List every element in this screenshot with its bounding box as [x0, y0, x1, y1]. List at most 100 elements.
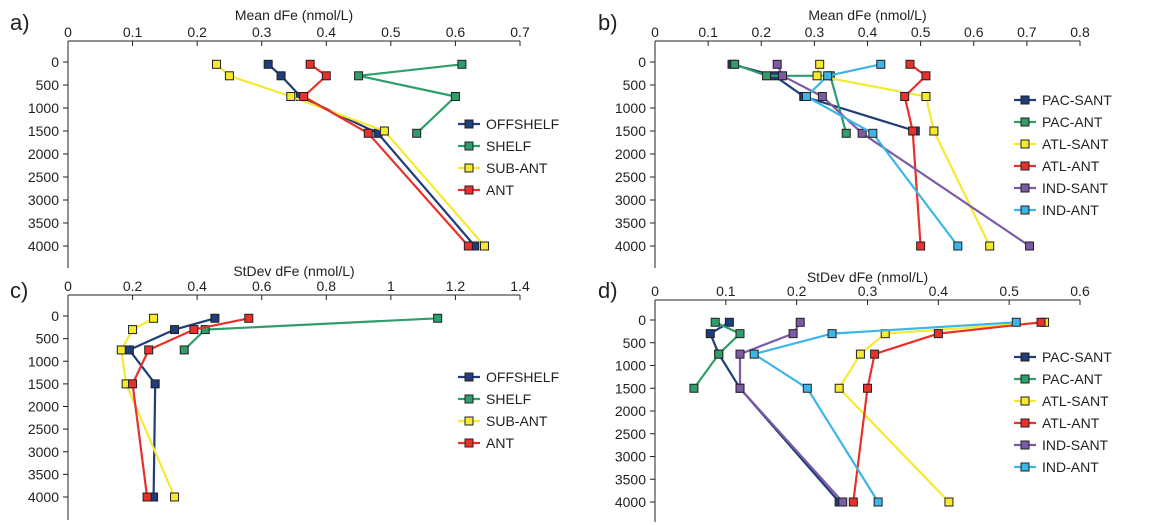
data-point — [450, 92, 460, 101]
legend-item: IND-SANT — [1014, 437, 1109, 453]
data-point — [263, 59, 273, 69]
legend-label: PAC-ANT — [1042, 371, 1103, 387]
legend-swatch-marker — [464, 394, 474, 404]
data-point — [457, 59, 467, 69]
legend-label: ANT — [486, 435, 514, 451]
legend-label: SHELF — [486, 138, 531, 154]
data-point — [933, 329, 943, 339]
series-line — [357, 63, 463, 135]
data-point — [710, 317, 720, 327]
legend-label: ATL-SANT — [1042, 393, 1109, 409]
data-point — [863, 383, 872, 393]
legend: PAC-SANT PAC-ANT ATL-SANT ATL-ANT IND-SANT IN… — [1014, 349, 1112, 475]
legend-swatch-marker — [464, 119, 474, 129]
x-tick-label: 0 — [651, 283, 659, 299]
legend-label: IND-ANT — [1042, 202, 1099, 218]
legend-label: OFFSHELF — [486, 369, 559, 385]
legend-swatch-marker — [1020, 374, 1030, 384]
x-tick-label: 0.3 — [252, 24, 272, 40]
data-point — [812, 71, 822, 81]
data-point — [433, 313, 443, 323]
data-point — [876, 59, 886, 69]
series-ind-ant — [801, 59, 963, 251]
legend-item: PAC-ANT — [1014, 114, 1103, 130]
data-point — [778, 71, 787, 81]
legend-item: SHELF — [458, 138, 531, 154]
data-point — [735, 349, 745, 359]
data-point — [244, 313, 254, 323]
data-point — [412, 128, 422, 138]
x-tick-label: 0.5 — [911, 24, 931, 40]
y-tick-label: 2000 — [28, 399, 59, 415]
y-tick-label: 4000 — [28, 489, 59, 505]
data-point — [857, 128, 867, 138]
x-tick-label: 1 — [387, 278, 395, 294]
series-shelf — [354, 59, 467, 138]
legend-item: IND-SANT — [1014, 180, 1109, 196]
data-point — [299, 92, 309, 101]
y-tick-label: 0 — [51, 308, 59, 324]
series-line — [734, 63, 848, 134]
x-tick-label: 0.5 — [999, 283, 1019, 299]
legend-swatch-marker — [1020, 396, 1030, 406]
data-point — [189, 325, 199, 335]
data-point — [170, 492, 180, 502]
x-tick-label: 0.4 — [187, 278, 207, 294]
legend-swatch-marker — [464, 163, 474, 173]
data-point — [908, 126, 918, 136]
x-tick-label: 0.6 — [252, 278, 272, 294]
data-point — [953, 241, 963, 251]
series-sub-ant — [116, 313, 180, 502]
data-point — [286, 92, 296, 101]
y-tick-label: 3500 — [615, 215, 646, 231]
data-point — [363, 128, 373, 138]
x-tick-label: 0.2 — [787, 283, 807, 299]
x-tick-label: 0.1 — [698, 24, 718, 40]
legend-item: OFFSHELF — [458, 116, 559, 132]
legend-label: ATL-SANT — [1042, 136, 1109, 152]
legend-label: PAC-SANT — [1042, 92, 1112, 108]
series-line — [903, 63, 928, 247]
x-tick-label: 0.8 — [1070, 24, 1090, 40]
data-point — [921, 92, 931, 101]
legend-item: SUB-ANT — [458, 160, 548, 176]
data-point — [848, 497, 858, 507]
legend-swatch-marker — [1020, 440, 1030, 450]
x-tick-label: 0.6 — [964, 24, 984, 40]
legend-label: IND-SANT — [1042, 180, 1109, 196]
series-line — [693, 321, 742, 389]
data-point — [150, 379, 160, 389]
y-tick-label: 1000 — [28, 353, 59, 369]
y-tick-label: 3500 — [615, 471, 646, 487]
data-point — [463, 241, 473, 251]
series-ind-sant — [772, 59, 1035, 251]
legend-item: ATL-SANT — [1014, 136, 1109, 152]
data-point — [944, 497, 954, 507]
legend-label: ANT — [486, 182, 514, 198]
legend-swatch-marker — [1020, 117, 1030, 127]
y-tick-label: 3000 — [615, 192, 646, 208]
legend-swatch-marker — [464, 372, 474, 382]
y-tick-label: 2000 — [28, 146, 59, 162]
x-axis-title: Mean dFe (nmol/L) — [808, 7, 926, 23]
legend-item: ATL-ANT — [1014, 158, 1100, 174]
y-tick-label: 0 — [638, 312, 646, 328]
x-tick-label: 0 — [651, 24, 659, 40]
y-tick-label: 0 — [51, 54, 59, 70]
y-tick-label: 3000 — [615, 449, 646, 465]
data-point — [735, 329, 745, 339]
data-point — [801, 92, 811, 101]
data-point — [873, 497, 883, 507]
x-tick-label: 0.2 — [123, 278, 143, 294]
data-point — [210, 313, 220, 323]
y-tick-label: 0 — [638, 54, 646, 70]
y-tick-label: 1500 — [28, 376, 59, 392]
data-point — [479, 241, 489, 251]
series-line — [753, 321, 1017, 503]
legend-label: SUB-ANT — [486, 413, 548, 429]
panel-label: b) — [598, 10, 618, 35]
data-point — [815, 59, 825, 69]
data-point — [142, 492, 152, 502]
x-tick-label: 0 — [64, 278, 72, 294]
